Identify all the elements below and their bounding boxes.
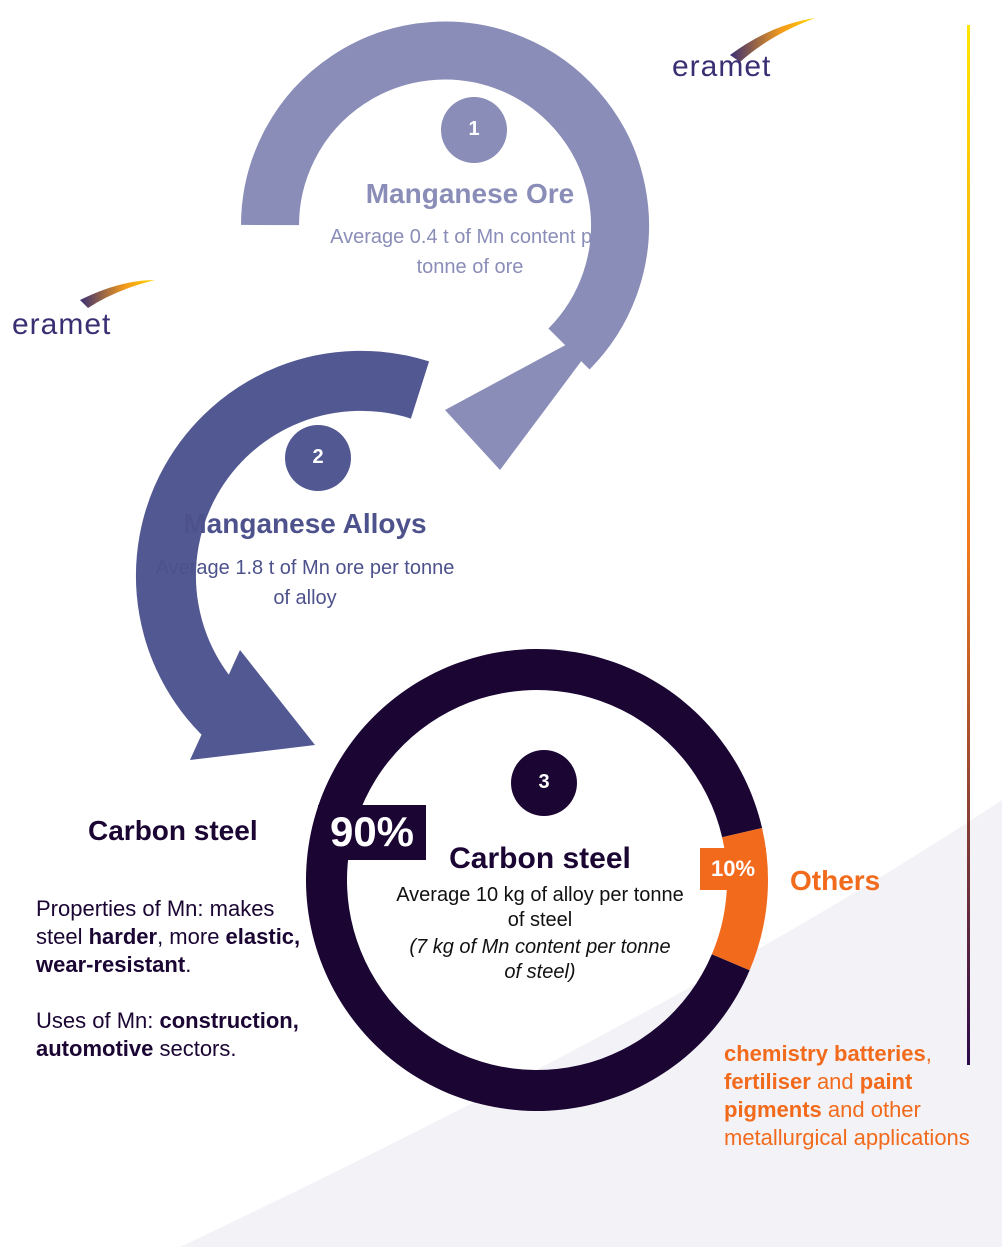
text-run: , more	[157, 924, 226, 949]
text-run: sectors.	[153, 1036, 237, 1061]
arrow-1-head	[445, 320, 612, 470]
share-label: 10%	[710, 856, 756, 881]
share-label: 90%	[329, 808, 415, 855]
arrow-2-head	[190, 650, 315, 760]
section-title: Others	[790, 865, 881, 896]
paragraph: chemistry batteries, fertiliser and pain…	[724, 1040, 994, 1152]
step-badge	[441, 97, 507, 163]
step-badge	[285, 425, 351, 491]
text-run: Properties of Mn: makes steel	[36, 896, 275, 949]
step-text: Average 1.8 t of Mn ore per tonne of all…	[155, 557, 455, 609]
step-note: (7 kg of Mn content per tonne of steel)	[409, 936, 671, 983]
step-badge	[511, 750, 577, 816]
text-run: Uses of Mn:	[36, 1008, 160, 1033]
logo: eramet	[12, 308, 112, 341]
step-number: 1	[468, 118, 480, 140]
step-number: 2	[312, 446, 324, 468]
text-run: elastic, wear-resistant	[36, 924, 301, 977]
side-line	[967, 25, 970, 1065]
section-text: chemistry batteries, fertiliser and pain…	[724, 1040, 994, 1180]
arrow-1	[241, 21, 649, 370]
background-shape	[180, 800, 1002, 1247]
text-run: ,	[925, 1041, 932, 1066]
step-text: Average 10 kg of alloy per tonne of stee…	[396, 884, 684, 931]
text-run: chemistry batteries	[724, 1041, 926, 1066]
text-run: fertiliser	[724, 1069, 811, 1094]
text-run: and other metallurgical applications	[724, 1097, 970, 1150]
label-box	[700, 848, 766, 890]
logo-swoosh	[730, 18, 815, 62]
step-title: Carbon steel	[449, 842, 631, 875]
text-run: .	[185, 952, 192, 977]
step-text: Average 0.4 t of Mn content per tonne of…	[330, 226, 610, 278]
paragraph: Properties of Mn: makes steel harder, mo…	[36, 895, 306, 979]
paragraph: Uses of Mn: construction, automotive sec…	[36, 1007, 306, 1063]
logo: eramet	[672, 50, 772, 83]
label-box	[318, 805, 426, 860]
section-text: Properties of Mn: makes steel harder, mo…	[36, 895, 306, 1091]
arrow-2	[135, 350, 430, 746]
step-title: Manganese Ore	[365, 178, 575, 209]
logo-swoosh	[80, 280, 155, 308]
section-title: Carbon steel	[88, 815, 258, 846]
text-run: and	[810, 1069, 860, 1094]
text-run: paint pigments	[724, 1069, 913, 1122]
donut-segment	[306, 649, 763, 1111]
text-run: harder	[88, 924, 158, 949]
step-number: 3	[538, 771, 550, 793]
step-title: Manganese Alloys	[183, 508, 427, 539]
text-run: construction, automotive	[36, 1008, 299, 1061]
